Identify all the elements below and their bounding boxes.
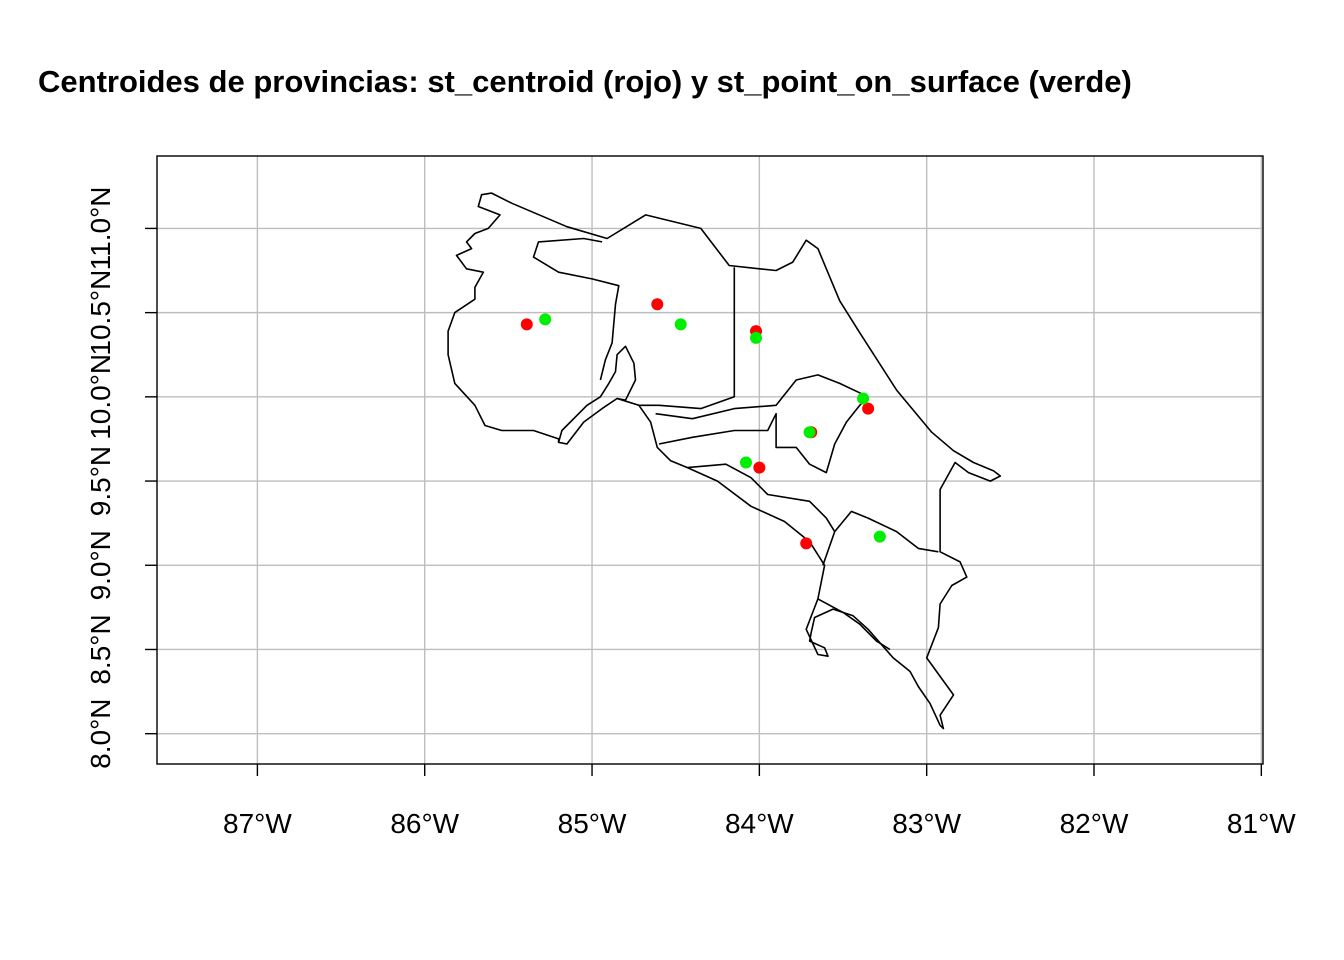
x-tick-label: 85°W: [558, 808, 627, 839]
plot-frame: [156, 155, 1264, 765]
y-tick-label: 10.0°N: [85, 354, 116, 440]
y-tick-label: 8.5°N: [85, 614, 116, 684]
y-axis: 8.0°N 8.5°N 9.0°N 9.5°N 10.0°N10.5°N11.0°N: [85, 186, 157, 769]
x-tick-label: 83°W: [892, 808, 961, 839]
st_point_on_surface-point: [739, 456, 752, 469]
province-border-line: [655, 374, 869, 420]
st_point_on_surface-point: [539, 313, 552, 326]
st_point_on_surface-point: [873, 530, 886, 543]
province-border-line: [638, 267, 736, 410]
x-tick-label: 86°W: [390, 808, 459, 839]
y-tick-label: 8.0°N: [85, 699, 116, 769]
province-border-line: [687, 463, 836, 566]
y-tick-label: 10.5°N: [85, 270, 116, 356]
st_point_on_surface-point: [857, 392, 870, 405]
x-tick-label: 87°W: [223, 808, 292, 839]
st_centroid-point: [520, 318, 533, 331]
y-tick-label: 9.5°N: [85, 446, 116, 516]
centroid-points: [520, 298, 886, 550]
x-tick-label: 84°W: [725, 808, 794, 839]
province-border-line: [658, 396, 869, 474]
province-border-line: [532, 237, 620, 381]
province-boundaries: [447, 192, 1002, 730]
st_centroid-point: [651, 298, 664, 311]
province-border-line: [834, 510, 939, 553]
st_point_on_surface-point: [803, 426, 816, 439]
st_point_on_surface-point: [674, 318, 687, 331]
st_centroid-point: [800, 537, 813, 550]
gulf-coast-line: [557, 345, 637, 443]
st_centroid-point: [862, 402, 875, 415]
y-tick-label: 11.0°N: [85, 186, 116, 270]
st_point_on_surface-point: [750, 331, 763, 344]
st_centroid-point: [753, 461, 766, 474]
country-outline: [447, 192, 1002, 730]
map-title: Centroides de provincias: st_centroid (r…: [38, 64, 1132, 99]
x-tick-label: 82°W: [1060, 808, 1129, 839]
graticule-grid: [157, 156, 1263, 764]
x-tick-label: 81°W: [1227, 808, 1296, 839]
province-border-line: [817, 598, 891, 651]
y-tick-label: 9.0°N: [85, 530, 116, 600]
x-axis: 87°W 86°W 85°W 84°W 83°W 82°W 81°W: [223, 764, 1296, 839]
